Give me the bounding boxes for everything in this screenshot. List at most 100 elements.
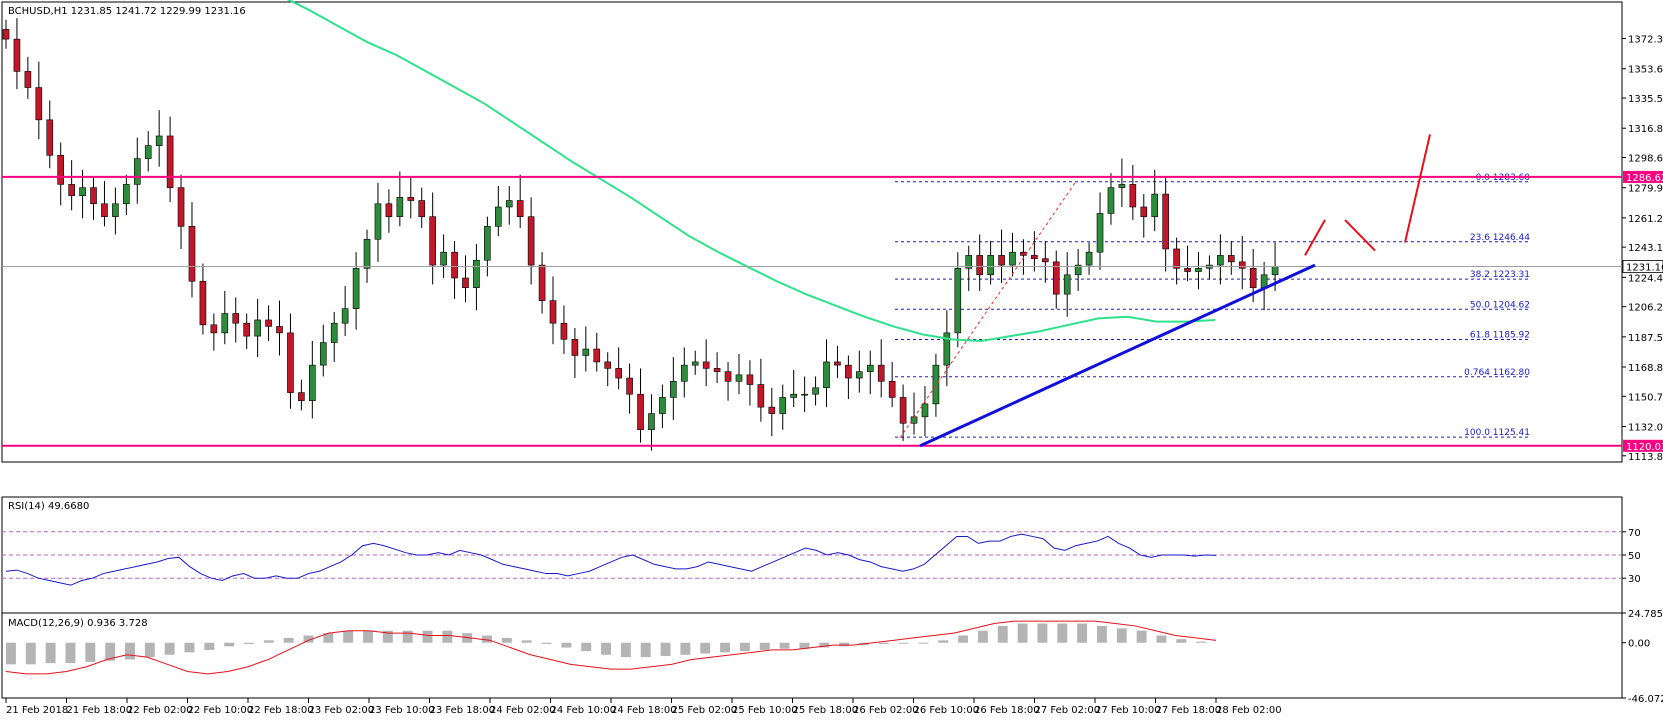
bull-candle: [691, 361, 699, 366]
rsi-line: [5, 533, 1217, 586]
price-y-axis: 1372.35 1353.65 1335.50 1316.80 1298.65 1279.…: [1622, 35, 1663, 463]
bull-candle: [396, 196, 404, 217]
bear-candle: [746, 374, 754, 385]
bear-candle: [385, 203, 393, 217]
bear-candle: [13, 38, 21, 72]
rsi-tick-label: 30: [1628, 574, 1641, 585]
macd-histogram-bar: [819, 642, 830, 648]
macd-histogram-bar: [620, 642, 631, 658]
rsi-header: RSI(14) 49.6680: [8, 501, 89, 512]
macd-histogram-bar: [720, 642, 731, 653]
bear-candle: [1129, 184, 1137, 208]
macd-histogram-bar: [1116, 628, 1127, 643]
fib-level-label: 50.0 1204.62: [1470, 300, 1530, 310]
bear-candle: [713, 368, 721, 372]
bear-candle: [560, 322, 568, 340]
bull-candle: [856, 371, 863, 379]
macd-histogram-bar: [204, 642, 215, 650]
bull-candle: [363, 238, 371, 269]
time-tick-label: 25 Feb 18:00: [793, 705, 859, 716]
bull-candle: [221, 313, 229, 334]
bull-candle: [341, 308, 349, 324]
time-tick-label: 26 Feb 10:00: [914, 705, 980, 716]
bear-candle: [451, 251, 458, 279]
macd-histogram-bar: [125, 642, 135, 660]
bear-candle: [298, 392, 305, 401]
price-tick-label: 1316.80: [1628, 124, 1663, 135]
bear-candle: [1162, 193, 1169, 250]
bull-candle: [659, 397, 666, 414]
bull-candle: [790, 393, 798, 398]
time-tick-label: 22 Feb 10:00: [188, 705, 254, 716]
time-tick-label: 28 Feb 02:00: [1216, 705, 1282, 716]
fib-level-label: 61.8 1185.92: [1470, 330, 1530, 340]
bear-candle: [407, 196, 415, 201]
price-tick-label: 1113.85: [1628, 452, 1663, 463]
bear-candle: [1238, 261, 1246, 269]
macd-histogram-bar: [105, 642, 116, 661]
bull-candle: [680, 364, 688, 382]
bull-candle: [1260, 274, 1268, 288]
macd-histogram-bar: [65, 642, 76, 664]
macd-histogram-bar: [561, 642, 572, 648]
time-tick-label: 21 Feb 18:00: [67, 705, 133, 716]
time-tick-label: 24 Feb 18:00: [611, 705, 677, 716]
bull-candle: [505, 200, 513, 208]
trendline: [919, 263, 1316, 448]
time-tick-label: 25 Feb 10:00: [732, 705, 798, 716]
bear-candle: [527, 216, 535, 266]
bear-candle: [1173, 248, 1180, 269]
bull-candle: [1063, 274, 1071, 295]
current-price-box: [1622, 260, 1663, 273]
bear-candle: [265, 319, 272, 327]
bear-candle: [899, 397, 907, 424]
rsi-layer: 70 50 30: [2, 528, 1641, 586]
support-label-box: [1623, 439, 1663, 452]
bear-candle: [2, 29, 10, 40]
bear-candle: [1020, 251, 1027, 256]
fib-level-label: 0.764 1162.80: [1464, 368, 1530, 378]
bear-candle: [462, 277, 469, 288]
price-tick-label: 1298.65: [1628, 154, 1663, 165]
macd-histogram-bar: [541, 642, 552, 644]
macd-histogram-bar: [323, 633, 334, 643]
macd-header: MACD(12,26,9) 0.936 3.728: [8, 618, 148, 629]
price-tick-label: 1187.55: [1628, 333, 1663, 344]
bear-candle: [877, 364, 885, 382]
bear-candle: [90, 187, 97, 205]
bear-candle: [976, 255, 983, 276]
resistance-label: 1286.62: [1626, 173, 1663, 184]
bear-candle: [516, 200, 524, 217]
bear-candle: [210, 324, 218, 334]
price-tick-label: 1353.65: [1628, 65, 1663, 76]
time-tick-label: 23 Feb 18:00: [430, 705, 496, 716]
bear-candle: [724, 371, 732, 382]
bull-candle: [1151, 193, 1159, 217]
bear-candle: [845, 364, 852, 379]
macd-histogram-bar: [1077, 623, 1088, 643]
macd-histogram-bar: [1156, 635, 1167, 643]
time-tick-label: 27 Feb 10:00: [1095, 705, 1161, 716]
time-tick-label: 23 Feb 02:00: [309, 705, 375, 716]
bear-candle: [604, 361, 612, 369]
macd-tick-label: 0.00: [1628, 639, 1650, 650]
price-tick-label: 1132.00: [1628, 422, 1663, 433]
bear-candle: [626, 377, 633, 395]
macd-histogram-bar: [640, 642, 651, 658]
macd-histogram-bar: [1017, 623, 1028, 643]
macd-histogram-bar: [244, 642, 254, 644]
price-tick-label: 1279.95: [1628, 184, 1663, 195]
bull-candle: [779, 397, 787, 414]
macd-signal-line: [5, 620, 1217, 675]
bull-candle: [352, 268, 360, 309]
bear-candle: [68, 184, 75, 196]
macd-tick-label: -46.072: [1628, 694, 1663, 705]
macd-histogram-bar: [382, 630, 393, 643]
bull-candle: [254, 319, 261, 337]
projection-segment: [1344, 219, 1376, 252]
bull-candle: [987, 255, 994, 276]
macd-histogram-bar: [898, 642, 909, 644]
bull-candle: [812, 387, 819, 395]
price-header: BCHUSD,H1 1231.85 1241.72 1229.99 1231.1…: [8, 6, 246, 17]
bear-candle: [276, 326, 283, 334]
